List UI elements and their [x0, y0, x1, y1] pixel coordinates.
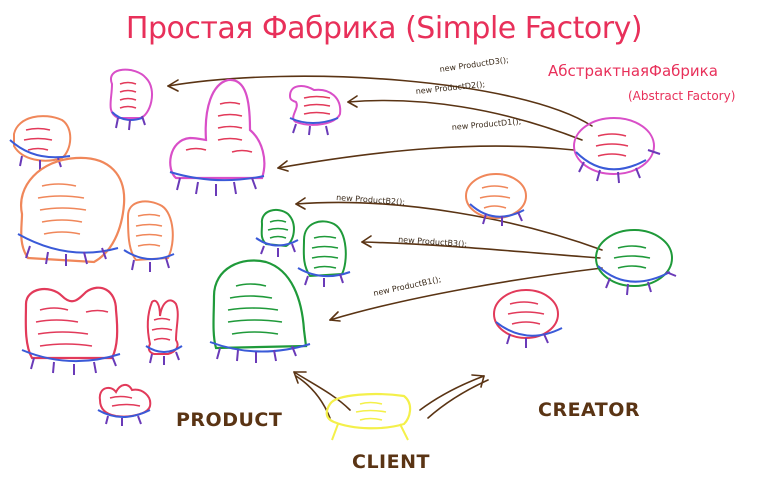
- call-d1: new ProductD1();: [451, 117, 521, 132]
- arrow-d3: [167, 75, 593, 127]
- abstract-factory-subtitle: (Abstract Factory): [628, 89, 735, 103]
- abstract-factory-title: АбстрактнаяФабрика: [548, 62, 718, 80]
- product-d2-creature: [288, 85, 342, 136]
- page-title: Простая Фабрика (Simple Factory): [126, 11, 642, 46]
- orange-creator-creature: [465, 173, 527, 226]
- arrow-client-product: [293, 371, 351, 411]
- label-creator: CREATOR: [538, 399, 640, 421]
- red-creature-small: [97, 384, 152, 426]
- orange-creature-large: [17, 156, 126, 266]
- arrow-d1: [277, 145, 575, 169]
- label-product: PRODUCT: [176, 409, 282, 431]
- client-creature: [325, 392, 412, 441]
- product-b2-creature: [255, 208, 299, 257]
- arrow-client-creator: [419, 375, 485, 411]
- call-d3: new ProductD3();: [439, 55, 509, 74]
- orange-creature-small: [9, 115, 72, 170]
- red-creator-creature: [493, 289, 563, 348]
- call-b3: new ProductB3();: [398, 235, 467, 249]
- creator-b-creature: [595, 229, 677, 296]
- product-b3-creature: [297, 220, 351, 287]
- arrow-b2: [295, 201, 603, 251]
- red-bunny-creature: [145, 299, 183, 365]
- product-d3-creature: [109, 68, 154, 131]
- arrow-d2: [347, 99, 583, 141]
- arrow-b1: [329, 267, 603, 321]
- call-b2: new ProductB2();: [336, 193, 405, 207]
- creator-d-creature: [573, 117, 661, 184]
- red-creature-large: [21, 286, 121, 375]
- orange-creature-medium: [123, 200, 175, 272]
- arrow-b3: [361, 241, 601, 259]
- label-client: CLIENT: [352, 451, 430, 473]
- product-b1-creature: [209, 259, 311, 363]
- product-d1-creature: [169, 78, 266, 196]
